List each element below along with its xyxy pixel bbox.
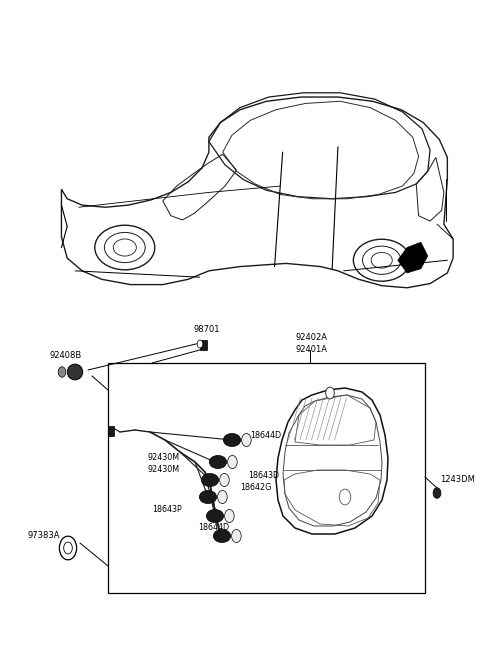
Circle shape — [219, 474, 229, 487]
Circle shape — [232, 529, 241, 543]
Text: 92430M: 92430M — [148, 453, 180, 462]
Bar — [200, 340, 207, 350]
Circle shape — [64, 542, 72, 554]
Text: 18644D: 18644D — [250, 430, 281, 440]
Circle shape — [217, 491, 227, 504]
Ellipse shape — [67, 364, 83, 380]
Ellipse shape — [209, 455, 227, 468]
Ellipse shape — [213, 529, 230, 543]
Text: 18643P: 18643P — [152, 506, 182, 514]
Ellipse shape — [223, 434, 240, 447]
Circle shape — [325, 387, 334, 399]
Text: 18643D: 18643D — [248, 470, 279, 480]
Text: 98701: 98701 — [193, 325, 219, 335]
Ellipse shape — [206, 510, 224, 523]
Ellipse shape — [202, 474, 218, 487]
Text: 1243DM: 1243DM — [440, 476, 475, 485]
Circle shape — [433, 488, 441, 499]
Circle shape — [228, 455, 237, 468]
Text: 18644D: 18644D — [198, 523, 229, 533]
Bar — [108, 363, 425, 593]
Circle shape — [58, 367, 66, 377]
Circle shape — [60, 536, 77, 560]
Text: 92430M: 92430M — [148, 464, 180, 474]
Text: 92402A: 92402A — [295, 333, 327, 342]
Text: 97383A: 97383A — [28, 531, 60, 541]
Circle shape — [225, 510, 234, 523]
Circle shape — [241, 434, 251, 447]
Text: 92408B: 92408B — [50, 352, 82, 361]
Ellipse shape — [199, 491, 216, 504]
Bar — [108, 426, 114, 436]
Text: 92401A: 92401A — [295, 346, 327, 354]
Circle shape — [197, 340, 203, 348]
Text: 18642G: 18642G — [240, 483, 271, 493]
Polygon shape — [398, 242, 428, 273]
